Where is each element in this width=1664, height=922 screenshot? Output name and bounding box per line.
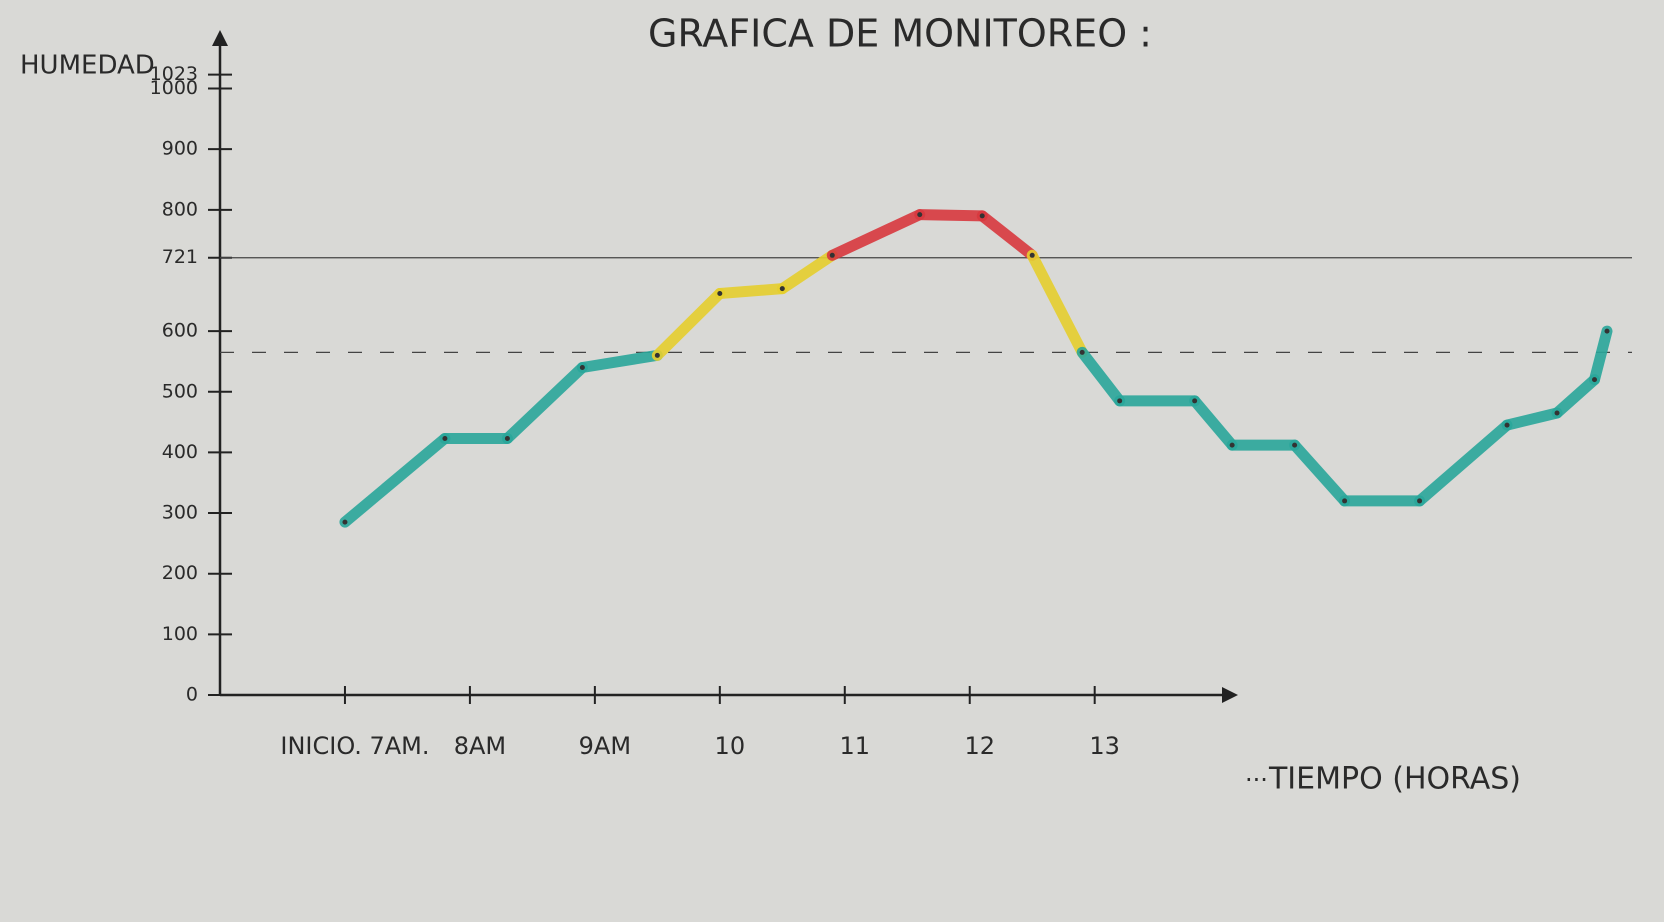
y-tick-label: 721: [162, 246, 198, 268]
humidity-point: [1504, 422, 1510, 428]
humidity-segment: [714, 283, 788, 300]
y-tick-label: 800: [162, 198, 198, 220]
humidity-point: [442, 435, 448, 441]
humidity-segment: [1189, 395, 1238, 451]
humidity-segment: [776, 249, 838, 295]
x-tick-label: 12: [964, 732, 995, 760]
humidity-segment: [576, 349, 663, 373]
x-tick-label: INICIO. 7AM.: [280, 732, 429, 760]
humidity-point: [1604, 328, 1610, 334]
humidity-segment: [339, 432, 451, 528]
humidity-segment: [1289, 439, 1351, 507]
continuation-mark: ...: [1245, 759, 1268, 787]
y-axis-arrow: [212, 30, 228, 46]
humidity-segment: [914, 209, 988, 222]
humidity-point: [1229, 442, 1235, 448]
x-tick-label: 9AM: [579, 732, 631, 760]
y-tick-label: 400: [162, 441, 198, 463]
humidity-point: [579, 365, 585, 370]
y-tick-label: 900: [162, 138, 198, 160]
humidity-point: [1554, 410, 1560, 416]
humidity-segment: [1026, 249, 1088, 358]
y-tick-label: 100: [162, 623, 198, 645]
humidity-segment: [1501, 407, 1563, 431]
humidity-point: [917, 212, 923, 218]
humidity-point: [1192, 398, 1198, 404]
humidity-segment: [501, 362, 588, 444]
x-tick-label: 8AM: [454, 732, 506, 760]
humidity-point: [504, 435, 510, 441]
humidity-point: [1117, 398, 1123, 404]
y-tick-label: 300: [162, 502, 198, 524]
humidity-point: [1292, 442, 1298, 448]
humidity-segment: [651, 288, 726, 361]
humidity-point: [654, 352, 660, 358]
humidity-point: [1029, 252, 1035, 258]
y-tick-label: 1023: [150, 63, 198, 85]
y-tick-label: 600: [162, 320, 198, 342]
humidity-point: [1417, 498, 1423, 504]
y-tick-label: 0: [186, 684, 198, 706]
humidity-point: [1342, 498, 1348, 504]
humidity-segment: [1414, 419, 1513, 507]
chart-title: GRAFICA DE MONITOREO :: [648, 12, 1152, 56]
x-tick-label: 11: [840, 732, 871, 760]
humidity-segment: [1551, 374, 1601, 419]
humidity-segment: [1076, 346, 1126, 407]
x-axis-label: TIEMPO (HORAS): [1268, 762, 1521, 797]
x-axis-arrow: [1222, 687, 1238, 703]
x-tick-label: 10: [715, 732, 746, 760]
x-tick-label: 13: [1089, 732, 1120, 760]
humidity-point: [1592, 377, 1598, 383]
y-tick-label: 500: [162, 380, 198, 402]
y-axis-label: HUMEDAD: [20, 51, 155, 81]
humidity-segment: [976, 210, 1038, 261]
humidity-segment: [826, 209, 926, 261]
humidity-point: [342, 519, 348, 525]
humidity-point: [829, 252, 835, 258]
y-tick-label: 200: [162, 562, 198, 584]
humidity-point: [1079, 349, 1085, 355]
y-tick-label: 1000: [150, 77, 198, 99]
humidity-point: [979, 213, 985, 219]
humidity-point: [779, 286, 785, 292]
humidity-segment: [1589, 325, 1613, 386]
humidity-point: [717, 291, 723, 297]
